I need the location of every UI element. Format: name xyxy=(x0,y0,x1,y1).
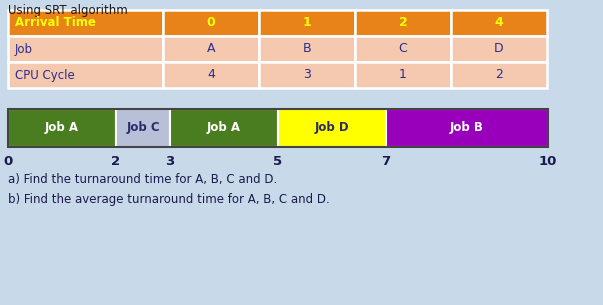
Text: D: D xyxy=(494,42,504,56)
Bar xyxy=(8,109,548,147)
Bar xyxy=(451,36,547,62)
Bar xyxy=(163,62,259,88)
Bar xyxy=(8,62,163,88)
Text: 1: 1 xyxy=(303,16,311,30)
Bar xyxy=(259,10,355,36)
Text: Job: Job xyxy=(15,42,33,56)
Text: Job A: Job A xyxy=(207,121,241,135)
Text: CPU Cycle: CPU Cycle xyxy=(15,69,75,81)
Text: 7: 7 xyxy=(382,155,391,168)
Text: 5: 5 xyxy=(273,155,283,168)
Bar xyxy=(259,62,355,88)
Bar xyxy=(170,109,278,147)
Text: 10: 10 xyxy=(539,155,557,168)
Bar xyxy=(355,10,451,36)
Text: Arrival Time: Arrival Time xyxy=(15,16,96,30)
Text: 2: 2 xyxy=(112,155,121,168)
Bar xyxy=(163,10,259,36)
Bar xyxy=(259,36,355,62)
Text: 1: 1 xyxy=(399,69,407,81)
Bar xyxy=(163,36,259,62)
Bar xyxy=(116,109,170,147)
Text: 0: 0 xyxy=(207,16,215,30)
Bar xyxy=(355,36,451,62)
Text: 2: 2 xyxy=(399,16,408,30)
Bar xyxy=(8,10,163,36)
Text: Job B: Job B xyxy=(450,121,484,135)
Text: C: C xyxy=(399,42,408,56)
Text: 3: 3 xyxy=(303,69,311,81)
Bar xyxy=(8,109,116,147)
Bar xyxy=(355,62,451,88)
Bar xyxy=(278,109,386,147)
Text: 2: 2 xyxy=(495,69,503,81)
Text: A: A xyxy=(207,42,215,56)
Text: Job A: Job A xyxy=(45,121,79,135)
Text: 0: 0 xyxy=(4,155,13,168)
Bar xyxy=(386,109,548,147)
Text: b) Find the average turnaround time for A, B, C and D.: b) Find the average turnaround time for … xyxy=(8,193,330,206)
Text: 4: 4 xyxy=(207,69,215,81)
Text: 4: 4 xyxy=(494,16,504,30)
Text: a) Find the turnaround time for A, B, C and D.: a) Find the turnaround time for A, B, C … xyxy=(8,173,277,186)
Text: Job C: Job C xyxy=(126,121,160,135)
Bar xyxy=(451,10,547,36)
Bar xyxy=(8,36,163,62)
Text: 3: 3 xyxy=(165,155,175,168)
Bar xyxy=(451,62,547,88)
Text: Job D: Job D xyxy=(315,121,349,135)
Text: Using SRT algorithm: Using SRT algorithm xyxy=(8,4,128,17)
Text: B: B xyxy=(303,42,311,56)
